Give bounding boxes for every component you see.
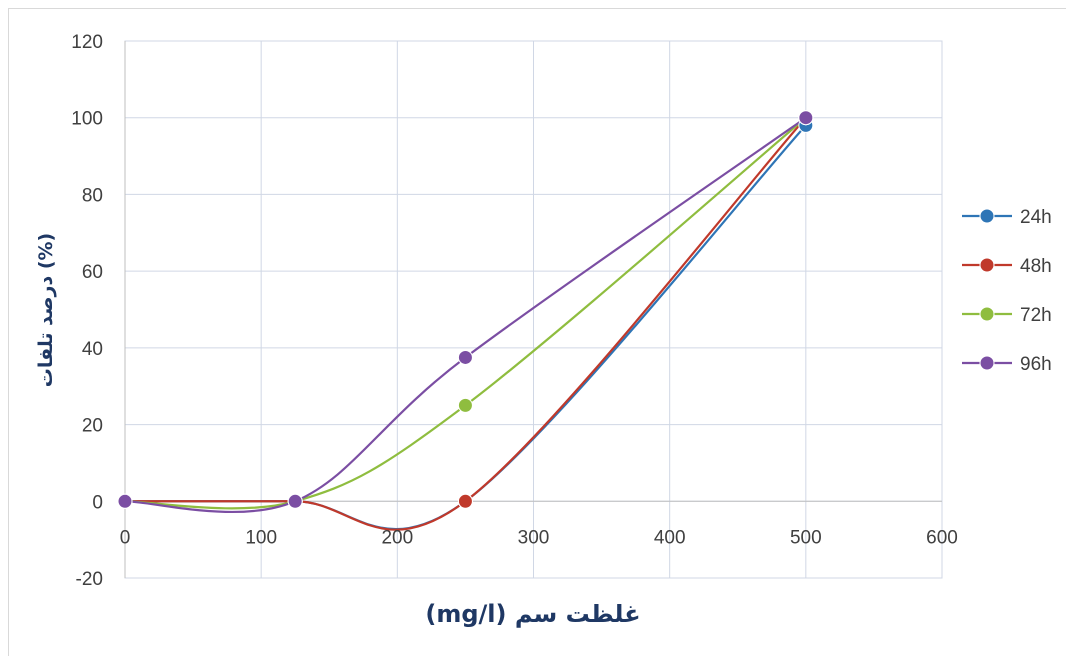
data-point-96h [457,349,473,365]
data-point-48h [457,493,473,509]
grid-lines [124,40,943,579]
y-tick-label: 120 [71,32,103,53]
y-tick-label: 80 [82,185,103,206]
data-point-96h [798,110,814,126]
x-tick-label: 0 [120,527,131,548]
series-line-24h [125,124,807,531]
x-tick-label: 100 [245,527,277,548]
data-point-96h [287,493,303,509]
series-markers [117,110,814,509]
chart-frame [8,8,1066,656]
y-tick-label: 40 [82,339,103,360]
legend-label-72h: 72h [1020,305,1052,326]
legend-label-96h: 96h [1020,354,1052,375]
x-axis-title: (mg/l) غلظت سم [425,600,640,628]
x-tick-label: 200 [381,527,413,548]
y-tick-label: 20 [82,416,103,437]
legend-marker-48h [979,257,995,273]
y-tick-label: 100 [71,109,103,130]
x-tick-label: 500 [790,527,822,548]
series-line-96h [124,116,807,514]
legend-label-48h: 48h [1020,256,1052,277]
x-tick-label: 600 [926,527,958,548]
series-line-72h [124,116,807,510]
x-tick-label: 300 [518,527,550,548]
legend: 24h 48h 72h 96h [962,207,1052,375]
legend-label-24h: 24h [1020,207,1052,228]
tick-labels: -20 0 20 40 60 80 100 120 0 100 200 300 400 500 600 [71,32,958,590]
data-point-96h [117,493,133,509]
x-tick-label: 400 [654,527,686,548]
legend-marker-24h [979,208,995,224]
series-lines [124,116,807,531]
data-point-72h [457,397,473,413]
legend-marker-96h [979,355,995,371]
y-tick-label: 60 [82,262,103,283]
y-tick-label: -20 [76,569,103,590]
y-tick-label: 0 [92,492,103,513]
y-axis-title: درصد تلفات (%) [35,233,57,387]
legend-marker-72h [979,306,995,322]
series-line-48h [125,116,807,531]
